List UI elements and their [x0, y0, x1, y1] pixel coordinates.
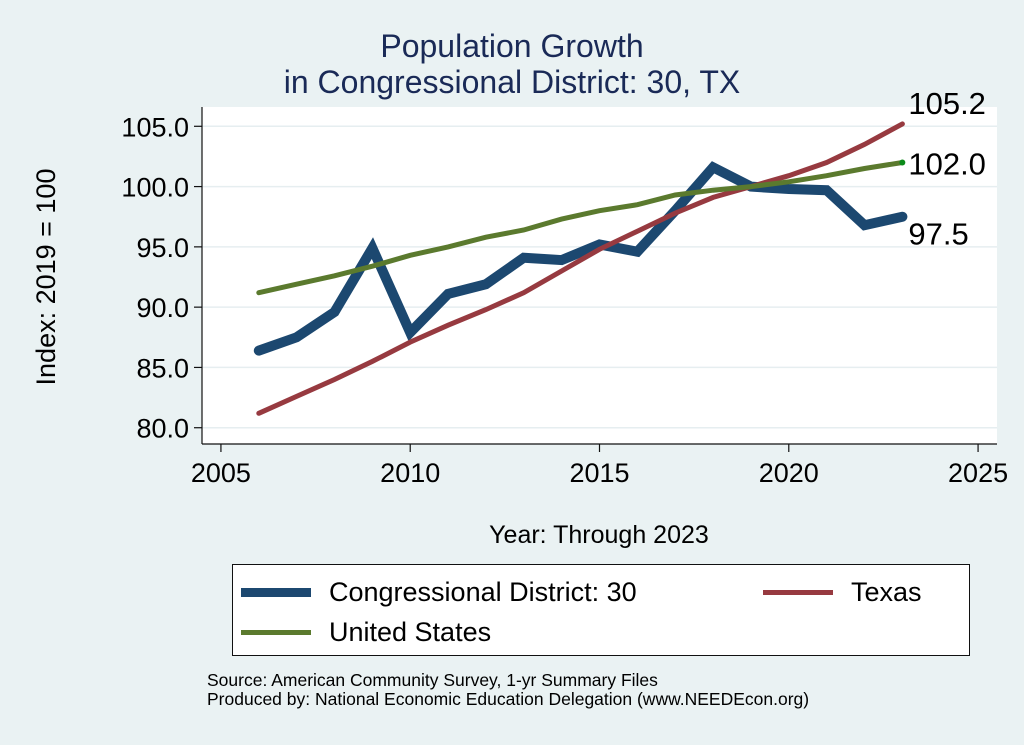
y-tick-label: 85.0: [136, 353, 189, 383]
x-tick-label: 2015: [569, 458, 629, 488]
chart-title: Population Growth in Congressional Distr…: [0, 28, 1024, 100]
legend-swatch-cd30: [241, 588, 311, 597]
legend-swatch-us: [241, 630, 311, 635]
x-tick-label: 2005: [191, 458, 251, 488]
end-marker-us: [899, 159, 906, 166]
end-label: 97.5: [908, 217, 968, 252]
gridlines: [202, 125, 997, 429]
end-labels: 97.5 105.2 102.0: [899, 86, 986, 252]
x-ticks: 2005 2010 2015 2020 2025: [191, 444, 1008, 488]
legend-label-texas: Texas: [851, 577, 922, 607]
y-axis-label: Index: 2019 = 100: [31, 169, 61, 386]
end-label: 105.2: [908, 86, 986, 121]
series-line-united-states: [256, 160, 905, 296]
legend-label-cd30: Congressional District: 30: [329, 577, 637, 607]
legend: Congressional District: 30 Texas United …: [232, 564, 970, 656]
y-tick-label: 100.0: [121, 173, 189, 203]
y-ticks: 80.0 85.0 90.0 95.0 100.0 105.0: [121, 112, 202, 444]
x-tick-label: 2025: [948, 458, 1008, 488]
series-line-texas: [256, 121, 905, 416]
plot-area: [202, 107, 997, 444]
series-lines: [253, 121, 908, 416]
legend-label-us: United States: [329, 617, 492, 647]
y-tick-label: 80.0: [136, 414, 189, 444]
y-tick-label: 90.0: [136, 293, 189, 323]
legend-swatch-texas: [763, 590, 833, 595]
x-tick-label: 2010: [380, 458, 440, 488]
x-axis-label: Year: Through 2023: [489, 521, 709, 549]
end-label: 102.0: [908, 146, 986, 181]
produced-by-note: Produced by: National Economic Education…: [207, 689, 810, 709]
x-tick-label: 2020: [759, 458, 819, 488]
y-tick-label: 95.0: [136, 233, 189, 263]
series-line-congressional-district-30: [253, 161, 908, 356]
legend-item-texas: Texas: [763, 577, 922, 608]
source-note: Source: American Community Survey, 1-yr …: [207, 670, 658, 690]
legend-item-cd30: Congressional District: 30: [241, 577, 637, 608]
chart-title-line-1: Population Growth: [380, 28, 644, 64]
legend-item-us: United States: [241, 617, 491, 648]
y-tick-label: 105.0: [121, 112, 189, 142]
chart-title-line-2: in Congressional District: 30, TX: [283, 64, 741, 100]
